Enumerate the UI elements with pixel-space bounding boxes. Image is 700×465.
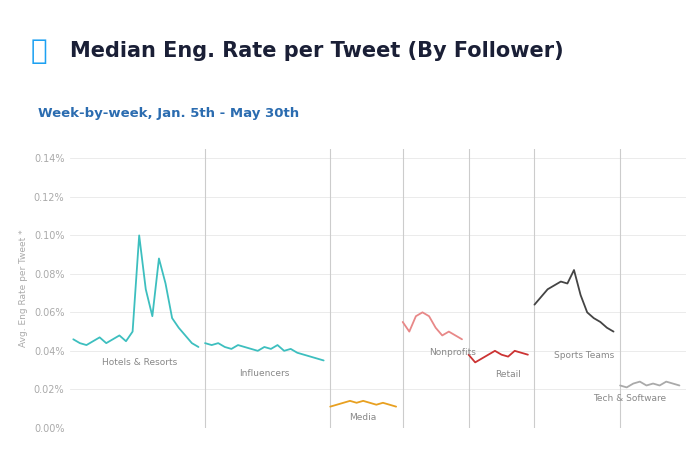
Text: Tech & Software: Tech & Software xyxy=(593,394,666,403)
Text: Nonprofits: Nonprofits xyxy=(429,348,476,357)
Text: Sports Teams: Sports Teams xyxy=(554,351,615,360)
Text: Influencers: Influencers xyxy=(239,369,290,378)
Text: 🐦: 🐦 xyxy=(30,37,47,65)
Text: Median Eng. Rate per Tweet (By Follower): Median Eng. Rate per Tweet (By Follower) xyxy=(70,40,564,60)
Text: Rival: Rival xyxy=(620,432,654,445)
Text: IQ: IQ xyxy=(629,448,645,461)
Y-axis label: Avg. Eng Rate per Tweet *: Avg. Eng Rate per Tweet * xyxy=(20,230,28,347)
Text: Media: Media xyxy=(349,413,377,422)
Text: Hotels & Resorts: Hotels & Resorts xyxy=(102,358,177,366)
Text: Retail: Retail xyxy=(495,370,521,379)
Text: Week-by-week, Jan. 5th - May 30th: Week-by-week, Jan. 5th - May 30th xyxy=(38,107,300,120)
